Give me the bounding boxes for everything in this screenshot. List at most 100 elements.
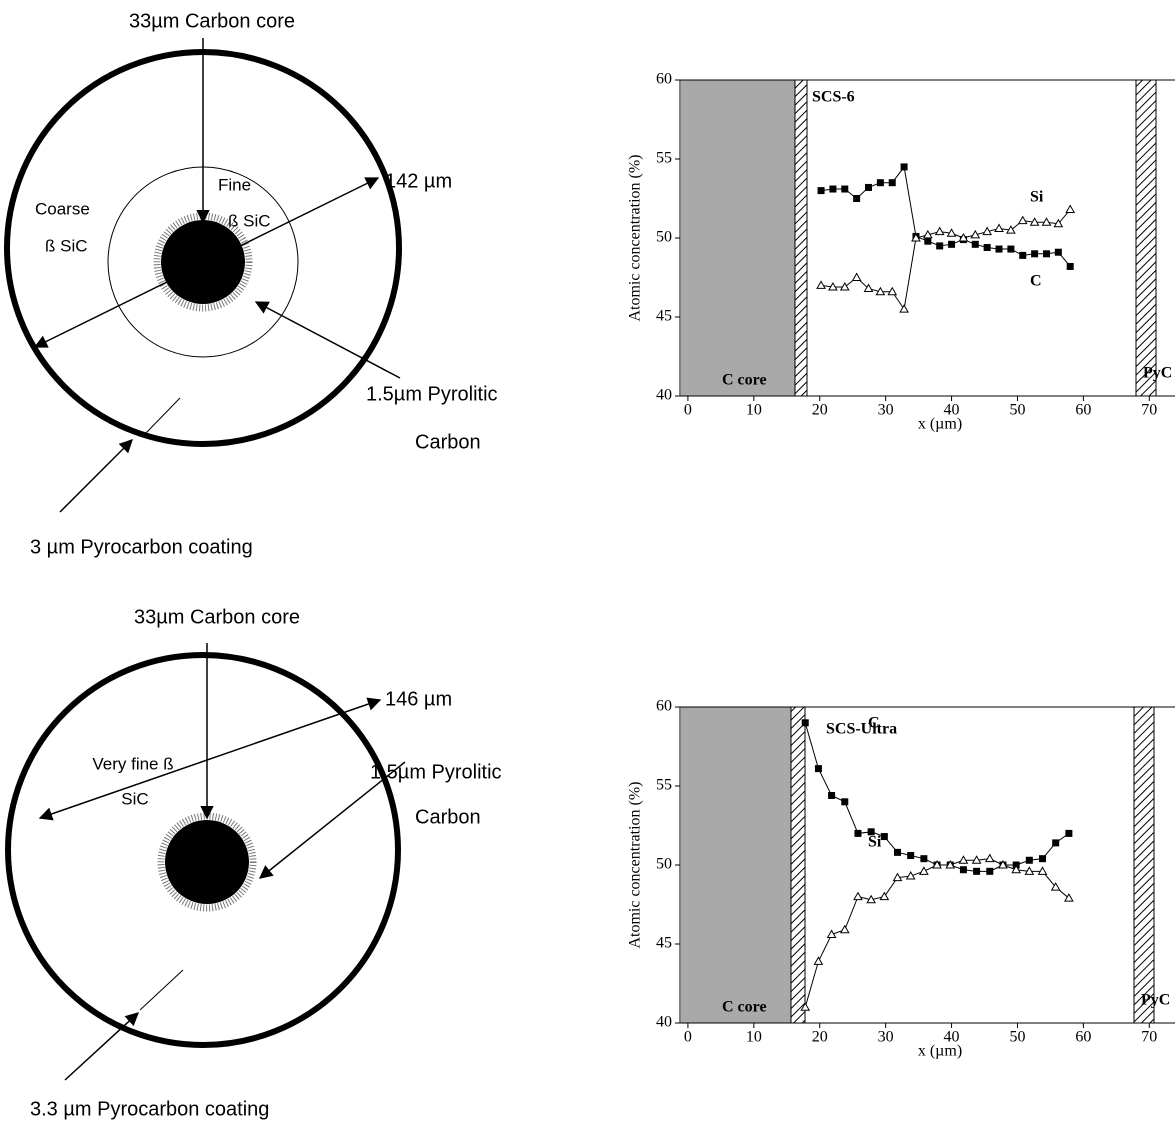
chart: 40 45 50 55 60 0 10 20 30 40 50 60 70 x (µm) Atomic co… — [627, 698, 1175, 1060]
marker — [936, 242, 944, 250]
marker — [900, 163, 908, 171]
marker — [1017, 215, 1028, 225]
coating-label: 3.3 µm Pyrocarbon coating — [30, 1098, 269, 1120]
marker — [973, 867, 981, 875]
marker — [854, 829, 862, 837]
marker — [888, 179, 896, 187]
marker — [919, 866, 929, 875]
marker — [958, 855, 969, 864]
core-region — [681, 80, 795, 396]
annotation: C core — [722, 372, 767, 389]
marker — [876, 179, 884, 187]
marker — [986, 867, 994, 875]
marker — [892, 872, 903, 882]
marker — [971, 855, 982, 864]
fiber-diagram: 33µm Carbon core 146 µm Very fine ß SiC … — [5, 606, 502, 1120]
y-tick-label: 55 — [656, 150, 672, 167]
pyrolitic-label: 1.5µm Pyrolitic — [370, 761, 502, 783]
marker — [814, 765, 822, 773]
y-tick-label: 45 — [656, 935, 672, 952]
marker — [958, 232, 969, 242]
marker — [1041, 217, 1052, 226]
y-tick-label: 55 — [656, 777, 672, 794]
marker — [970, 229, 981, 239]
marker — [828, 791, 836, 799]
region-label: Fine — [218, 175, 251, 194]
y-tick-label: 60 — [656, 698, 672, 715]
diameter-label: 142 µm — [385, 170, 452, 192]
x-tick-label: 10 — [746, 402, 762, 419]
coating-label: 3 µm Pyrocarbon coating — [30, 536, 253, 558]
series-label: Si — [1030, 189, 1044, 206]
marker — [934, 226, 945, 236]
marker — [1039, 855, 1047, 863]
region-label: Very fine ß — [92, 754, 173, 773]
y-tick-label: 50 — [656, 856, 672, 873]
marker — [813, 956, 824, 965]
marker — [959, 866, 967, 874]
pyrolitic-label: 1.5µm Pyrolitic — [366, 383, 498, 405]
region-label: Coarse — [35, 199, 90, 218]
marker — [1053, 218, 1064, 228]
x-tick-label: 70 — [1141, 1029, 1157, 1046]
x-tick-label: 20 — [812, 402, 828, 419]
interface-region — [790, 706, 806, 1024]
marker — [994, 223, 1004, 233]
marker — [1066, 262, 1074, 270]
marker — [922, 229, 933, 239]
x-tick-label: 10 — [746, 1029, 762, 1046]
marker — [1064, 893, 1074, 902]
interface-region — [794, 79, 808, 397]
chart-title: SCS-Ultra — [826, 721, 897, 738]
chart: 40 45 50 55 60 0 10 20 30 40 50 60 70 x (µm) Atomic co… — [627, 71, 1175, 433]
marker — [920, 855, 928, 863]
x-tick-label: 70 — [1141, 402, 1157, 419]
annotation: PyC — [1141, 992, 1170, 1009]
carbon-core — [165, 820, 249, 904]
core-region — [681, 707, 791, 1023]
marker — [894, 848, 902, 856]
series-label: Si — [868, 834, 882, 851]
marker — [865, 183, 873, 191]
x-tick-label: 0 — [684, 1029, 692, 1046]
marker — [1052, 839, 1060, 847]
marker — [1011, 864, 1022, 874]
x-tick-label: 40 — [944, 1029, 960, 1046]
y-tick-label: 40 — [656, 1014, 672, 1031]
marker — [1007, 245, 1015, 253]
marker — [828, 281, 838, 291]
marker — [1050, 882, 1061, 891]
x-axis-title: x (µm) — [918, 1043, 962, 1060]
marker — [945, 859, 956, 869]
annotation: PyC — [1143, 365, 1172, 382]
marker — [841, 798, 849, 806]
marker — [995, 245, 1003, 253]
arrow — [254, 301, 401, 379]
marker — [984, 853, 995, 863]
series-line — [820, 209, 1071, 311]
x-tick-label: 20 — [812, 1029, 828, 1046]
marker — [866, 894, 877, 904]
marker — [998, 859, 1008, 869]
marker — [829, 185, 837, 193]
core-label: 33µm Carbon core — [129, 10, 295, 32]
marker — [982, 226, 993, 236]
marker — [817, 187, 825, 195]
carbon-core — [161, 220, 245, 304]
outer-circle — [5, 652, 401, 1048]
pyrolitic-label: Carbon — [415, 431, 481, 453]
x-tick-label: 50 — [1009, 402, 1025, 419]
y-axis-title: Atomic concentration (%) — [627, 781, 644, 948]
region-label: ß SiC — [45, 236, 88, 255]
y-tick-label: 50 — [656, 229, 672, 246]
marker — [1065, 204, 1076, 214]
marker — [841, 185, 849, 193]
marker — [887, 286, 898, 296]
marker — [826, 929, 837, 939]
marker — [853, 891, 863, 901]
y-axis-title: Atomic concentration (%) — [627, 154, 644, 321]
x-tick-label: 30 — [878, 1029, 894, 1046]
fiber-diagram: 33µm Carbon core 142 µm Coarse ß SiC Fin… — [4, 10, 498, 558]
